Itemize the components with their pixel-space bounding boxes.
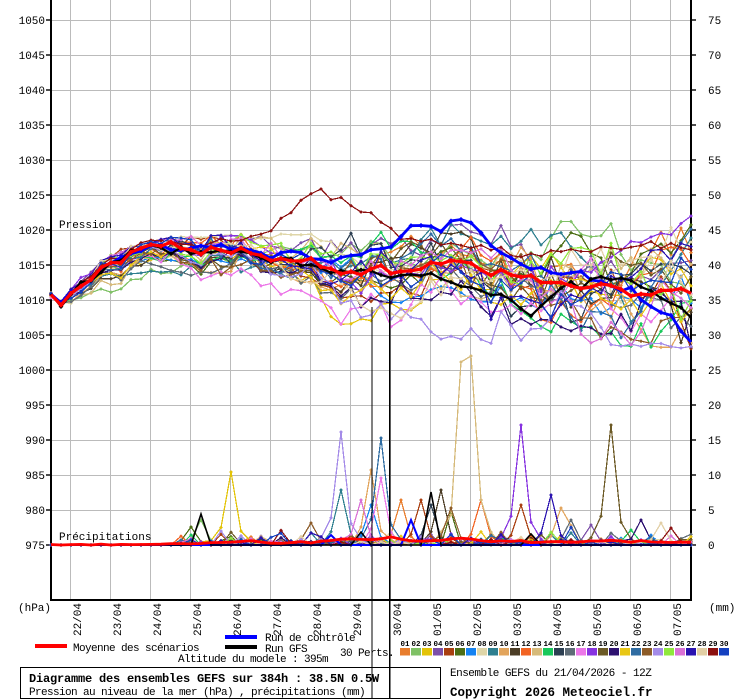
svg-text:01: 01 [400,641,410,649]
svg-text:14: 14 [543,641,553,649]
svg-text:06/05: 06/05 [633,603,645,636]
svg-text:1035: 1035 [19,121,45,133]
svg-text:23/04: 23/04 [113,603,125,636]
svg-text:995: 995 [25,401,45,413]
svg-text:12: 12 [521,641,531,649]
svg-text:Ensemble GEFS du 21/04/2026 -: Ensemble GEFS du 21/04/2026 - 12Z [450,668,652,680]
svg-text:975: 975 [25,541,45,553]
svg-text:1045: 1045 [19,51,45,63]
svg-text:10: 10 [499,641,509,649]
svg-text:Run GFS: Run GFS [265,644,308,656]
svg-text:27/04: 27/04 [273,603,285,636]
svg-text:50: 50 [708,191,721,203]
svg-text:20: 20 [708,401,721,413]
svg-text:Run de contrôle: Run de contrôle [265,633,355,645]
svg-text:22: 22 [631,641,641,649]
svg-text:5: 5 [708,506,715,518]
svg-text:Pression au niveau de la mer (: Pression au niveau de la mer (hPa) , pré… [29,687,365,699]
svg-text:25/04: 25/04 [193,603,205,636]
svg-text:990: 990 [25,436,45,448]
svg-text:1030: 1030 [19,156,45,168]
svg-text:04/05: 04/05 [553,603,565,636]
svg-text:Pression: Pression [59,220,112,232]
svg-text:55: 55 [708,156,721,168]
svg-text:13: 13 [532,641,542,649]
svg-text:30: 30 [719,641,729,649]
svg-text:70: 70 [708,51,721,63]
svg-text:1005: 1005 [19,331,45,343]
svg-text:10: 10 [708,471,721,483]
svg-text:1000: 1000 [19,366,45,378]
svg-text:Moyenne des scénarios: Moyenne des scénarios [73,643,199,655]
svg-text:07/05: 07/05 [673,603,685,636]
svg-text:Copyright 2026 Meteociel.fr: Copyright 2026 Meteociel.fr [450,686,653,700]
svg-text:08: 08 [477,641,487,649]
svg-text:16: 16 [565,641,575,649]
svg-text:75: 75 [708,16,721,28]
svg-text:60: 60 [708,121,721,133]
svg-text:30/04: 30/04 [393,603,405,636]
svg-text:22/04: 22/04 [73,603,85,636]
svg-text:21: 21 [620,641,630,649]
svg-text:1040: 1040 [19,86,45,98]
svg-text:24/04: 24/04 [153,603,165,636]
svg-text:1020: 1020 [19,226,45,238]
svg-text:65: 65 [708,86,721,98]
svg-text:23: 23 [642,641,652,649]
svg-text:0: 0 [708,541,715,553]
svg-text:02: 02 [411,641,421,649]
svg-text:26/04: 26/04 [233,603,245,636]
svg-text:35: 35 [708,296,721,308]
svg-text:25: 25 [664,641,674,649]
svg-text:19: 19 [598,641,608,649]
svg-text:1050: 1050 [19,16,45,28]
svg-text:(hPa): (hPa) [18,603,51,615]
svg-text:03/05: 03/05 [513,603,525,636]
svg-text:05/05: 05/05 [593,603,605,636]
svg-text:09: 09 [488,641,498,649]
svg-text:Altitude du modele : 395m: Altitude du modele : 395m [178,654,329,666]
svg-text:26: 26 [675,641,685,649]
svg-text:05: 05 [444,641,454,649]
svg-text:(mm): (mm) [709,603,735,615]
svg-text:15: 15 [708,436,721,448]
svg-text:15: 15 [554,641,564,649]
svg-text:11: 11 [510,641,520,649]
svg-text:Diagramme des ensembles GEFS s: Diagramme des ensembles GEFS sur 384h : … [29,672,380,686]
svg-text:03: 03 [422,641,432,649]
svg-text:06: 06 [455,641,465,649]
svg-text:29: 29 [708,641,718,649]
svg-text:1010: 1010 [19,296,45,308]
svg-text:07: 07 [466,641,475,649]
svg-text:30: 30 [708,331,721,343]
svg-text:18: 18 [587,641,597,649]
svg-text:02/05: 02/05 [473,603,485,636]
svg-text:45: 45 [708,226,721,238]
svg-text:04: 04 [433,641,443,649]
svg-text:27: 27 [686,641,695,649]
svg-text:30 Perts.: 30 Perts. [340,648,394,660]
svg-text:20: 20 [609,641,619,649]
svg-text:25: 25 [708,366,721,378]
svg-text:40: 40 [708,261,721,273]
svg-text:28: 28 [697,641,707,649]
svg-text:17: 17 [576,641,585,649]
svg-text:Précipitations: Précipitations [59,532,151,544]
svg-text:01/05: 01/05 [433,603,445,636]
svg-text:980: 980 [25,506,45,518]
svg-text:29/04: 29/04 [353,603,365,636]
svg-text:28/04: 28/04 [313,603,325,636]
svg-text:1015: 1015 [19,261,45,273]
svg-text:1025: 1025 [19,191,45,203]
svg-text:985: 985 [25,471,45,483]
svg-text:24: 24 [653,641,663,649]
